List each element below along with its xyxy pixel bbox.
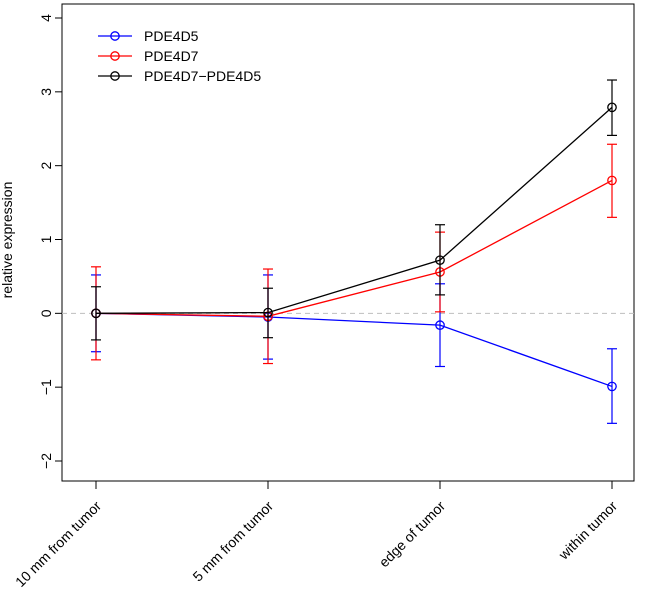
legend-label: PDE4D7: [144, 48, 199, 64]
series-line: [95, 312, 613, 388]
y-tick-label: 4: [38, 14, 54, 22]
data-point: [91, 308, 101, 319]
data-point: [435, 255, 445, 266]
series-line: [95, 179, 613, 317]
data-point: [607, 381, 617, 392]
data-point: [263, 307, 273, 318]
x-tick-label: within tumor: [555, 498, 621, 564]
data-point: [607, 102, 617, 113]
plot-frame: [61, 3, 635, 482]
y-tick-label: −1: [38, 379, 54, 395]
y-tick-label: 1: [38, 235, 54, 243]
series-line: [95, 106, 613, 314]
y-tick-label: 2: [38, 162, 54, 170]
x-tick-label: 5 mm from tumor: [189, 498, 276, 585]
x-tick-label: edge of tumor: [376, 498, 449, 571]
legend-marker: [110, 51, 120, 61]
y-axis-title: relative expression: [0, 182, 15, 299]
y-tick-label: −2: [38, 453, 54, 469]
y-tick-label: 3: [38, 88, 54, 96]
legend-marker: [110, 71, 120, 81]
x-tick-label: 10 mm from tumor: [12, 498, 104, 590]
data-point: [435, 320, 445, 330]
legend-label: PDE4D7−PDE4D5: [144, 68, 261, 84]
legend-label: PDE4D5: [144, 28, 199, 44]
data-point: [607, 175, 617, 186]
y-tick-label: 0: [38, 309, 54, 317]
legend-marker: [110, 31, 120, 41]
